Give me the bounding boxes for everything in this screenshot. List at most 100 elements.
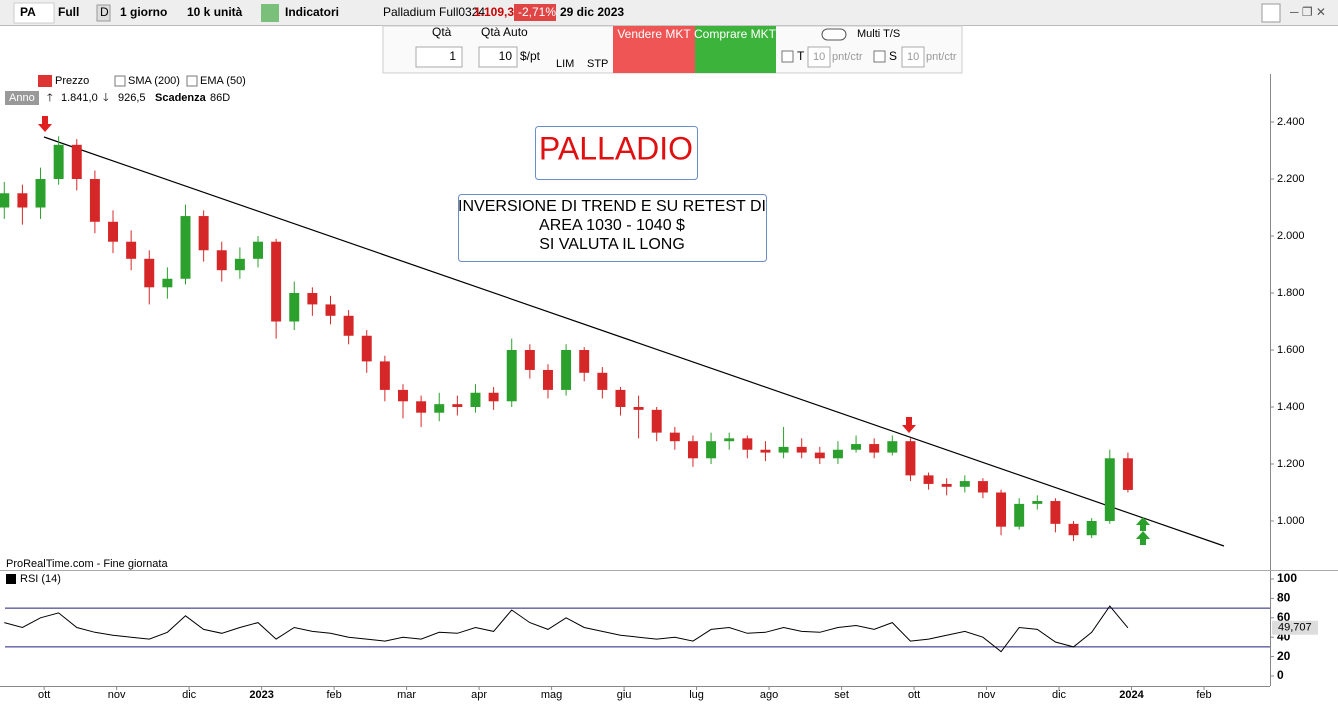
candle-body	[724, 438, 735, 442]
candle-body	[760, 449, 771, 453]
up-arrow	[1136, 517, 1150, 545]
symbol: PA	[20, 5, 36, 19]
period[interactable]: 1 giorno	[120, 5, 167, 19]
mode[interactable]: Full	[58, 5, 79, 19]
low-value: 926,5	[118, 92, 146, 104]
date: 29 dic 2023	[560, 5, 624, 19]
note-line: AREA 1030 - 1040 $	[539, 217, 685, 234]
t-unit: pnt/ctr	[832, 51, 863, 63]
units[interactable]: 10 k unità	[187, 5, 243, 19]
x-tick-label: nov	[978, 689, 996, 701]
plot: 1.000 1.200 1.400 1.600 1.800 2.000 2.200 2.400…	[0, 116, 1318, 701]
multi-toggle[interactable]	[821, 28, 847, 41]
x-tick-label: 2024	[1119, 689, 1144, 701]
candle-body	[35, 179, 46, 208]
s-check[interactable]	[873, 50, 886, 63]
candle-body	[180, 216, 191, 279]
footer: ProRealTime.com - Fine giornata	[6, 558, 168, 570]
candle-body	[633, 406, 644, 410]
candle-body	[162, 278, 173, 288]
candle-body	[126, 241, 137, 259]
y-tick-label: 1.600	[1277, 344, 1305, 356]
change: -2,71%	[518, 5, 556, 19]
candle-body	[1122, 458, 1133, 490]
t-check[interactable]	[781, 50, 794, 63]
window-controls[interactable]: ─ ❐ ✕	[1289, 5, 1326, 19]
y-tick-label: 60	[1277, 610, 1291, 624]
d-label: D	[100, 5, 109, 19]
indicators[interactable]: Indicatori	[285, 5, 339, 19]
t-input[interactable]	[807, 46, 831, 68]
candle-body	[542, 369, 553, 390]
change-badge	[514, 4, 556, 21]
x-tick-label: ott	[908, 689, 920, 701]
candle-body	[579, 350, 590, 373]
candle-body	[851, 444, 862, 450]
candle-body	[343, 315, 354, 336]
candle-body	[361, 335, 372, 362]
app-icon[interactable]	[1261, 3, 1281, 23]
candle-body	[796, 446, 807, 453]
note-box	[458, 194, 767, 262]
qty-input[interactable]	[415, 46, 463, 68]
period-label: Anno	[9, 92, 35, 104]
candle-body	[379, 361, 390, 390]
x-tick-label: lug	[689, 689, 704, 701]
candle-body	[959, 481, 970, 487]
candle-body	[778, 446, 789, 453]
candle-body	[706, 441, 717, 459]
t-value: 10	[813, 51, 825, 63]
expiry-label: Scadenza	[155, 92, 207, 104]
low-arrow: 🡓	[103, 92, 109, 104]
high-arrow: 🡑	[47, 92, 53, 104]
x-tick-label: mag	[541, 689, 562, 701]
candle-body	[923, 475, 934, 484]
rsi-icon	[6, 574, 16, 584]
candle-body	[398, 389, 408, 402]
x-tick-label: feb	[326, 689, 341, 701]
symbol-select[interactable]	[13, 2, 55, 24]
buy-label: Comprare MKT	[694, 27, 777, 41]
s-input[interactable]	[901, 46, 925, 68]
candle-body	[108, 221, 118, 242]
stp[interactable]: STP	[587, 58, 608, 70]
candle-body	[832, 449, 843, 459]
sell-label: Vendere MKT	[617, 27, 691, 41]
sma-check[interactable]	[114, 75, 126, 87]
s-unit: pnt/ctr	[926, 51, 957, 63]
y-tick-label: 1.200	[1277, 458, 1305, 470]
candle-body	[996, 492, 1007, 527]
qty-label: Qtà	[432, 25, 452, 39]
x-tick-label: ott	[38, 689, 50, 701]
candle-body	[234, 258, 245, 271]
candle-body	[488, 392, 499, 402]
buy-button[interactable]	[695, 26, 776, 73]
candle-body	[1104, 458, 1115, 521]
candle-body	[216, 250, 227, 271]
sma-label: SMA (200)	[128, 75, 180, 87]
candle-body	[89, 179, 100, 222]
x-tick-label: dic	[1052, 689, 1067, 701]
ema-label: EMA (50)	[200, 75, 246, 87]
sell-button[interactable]	[613, 26, 695, 73]
y-tick-label: 20	[1277, 649, 1291, 663]
candle-body	[53, 144, 64, 180]
value-label-bg	[1272, 620, 1318, 635]
candle-body	[941, 483, 952, 487]
period-badge	[5, 91, 39, 105]
y-tick-label: 80	[1277, 591, 1291, 605]
candle-body	[597, 372, 608, 390]
candle-body	[615, 389, 626, 407]
ema-check[interactable]	[186, 75, 198, 87]
chart-legend: Prezzo SMA (200) EMA (50) Anno 🡑 1.841,0…	[5, 75, 246, 105]
lim[interactable]: LIM	[556, 58, 574, 70]
d-button[interactable]	[96, 4, 111, 22]
value-label: 49,707	[1278, 622, 1312, 634]
toolbar	[0, 0, 1338, 26]
candle-body	[271, 241, 282, 322]
qty-auto-input[interactable]	[478, 46, 518, 68]
annotation-title: PALLADIO	[539, 130, 693, 166]
candle-body	[1050, 501, 1061, 524]
candle-body	[742, 438, 753, 450]
